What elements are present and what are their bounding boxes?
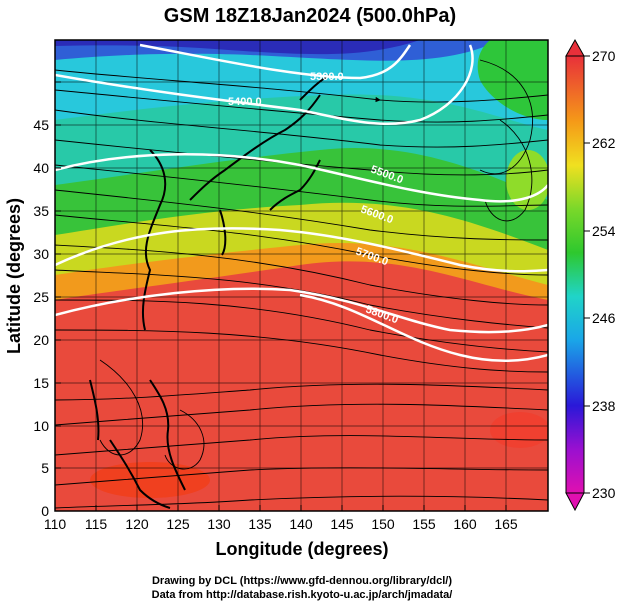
y-tick-label: 0 — [41, 503, 49, 519]
credit-line: Data from http://database.rish.kyoto-u.a… — [152, 589, 453, 601]
y-tick-label: 40 — [33, 160, 49, 176]
y-tick-label: 25 — [33, 289, 49, 305]
y-tick-label: 20 — [33, 332, 49, 348]
x-tick-label: 130 — [207, 516, 231, 532]
x-axis: 110 115 120 125 130 135 140 145 150 155 … — [44, 505, 518, 532]
y-tick-label: 10 — [33, 418, 49, 434]
contour-label: 5400.0 — [228, 96, 262, 108]
x-tick-label: 120 — [125, 516, 149, 532]
colorbar-tick-label: 230 — [592, 485, 616, 501]
y-axis: 0 5 10 15 20 25 30 35 40 45 — [33, 81, 61, 519]
x-tick-label: 125 — [166, 516, 190, 532]
x-tick-label: 140 — [289, 516, 313, 532]
colorbar-tick-label: 246 — [592, 310, 616, 326]
x-tick-label: 160 — [453, 516, 477, 532]
colorbar-tick-label: 262 — [592, 135, 616, 151]
y-tick-label: 45 — [33, 117, 49, 133]
y-axis-label: Latitude (degrees) — [4, 198, 24, 354]
x-tick-label: 135 — [248, 516, 272, 532]
x-tick-label: 115 — [85, 516, 108, 532]
y-tick-label: 15 — [33, 375, 49, 391]
credit-line: Drawing by DCL (https://www.gfd-dennou.o… — [152, 575, 452, 587]
colorbar: 230 238 246 254 262 270 — [565, 38, 616, 512]
x-tick-label: 155 — [412, 516, 436, 532]
y-tick-label: 5 — [41, 460, 49, 476]
contour-label: 5300.0 — [310, 71, 344, 83]
colorbar-tick-label: 270 — [592, 48, 616, 64]
x-tick-label: 145 — [330, 516, 354, 532]
x-axis-label: Longitude (degrees) — [215, 539, 388, 559]
y-tick-label: 35 — [33, 203, 49, 219]
y-tick-label: 30 — [33, 246, 49, 262]
x-tick-label: 165 — [494, 516, 518, 532]
x-tick-label: 150 — [371, 516, 395, 532]
x-tick-label: 110 — [44, 516, 67, 532]
height-contours — [55, 43, 548, 363]
colorbar-tick-label: 254 — [592, 223, 616, 239]
colorbar-tick-label: 238 — [592, 398, 616, 414]
map-title: GSM 18Z18Jan2024 (500.0hPa) — [164, 5, 456, 27]
